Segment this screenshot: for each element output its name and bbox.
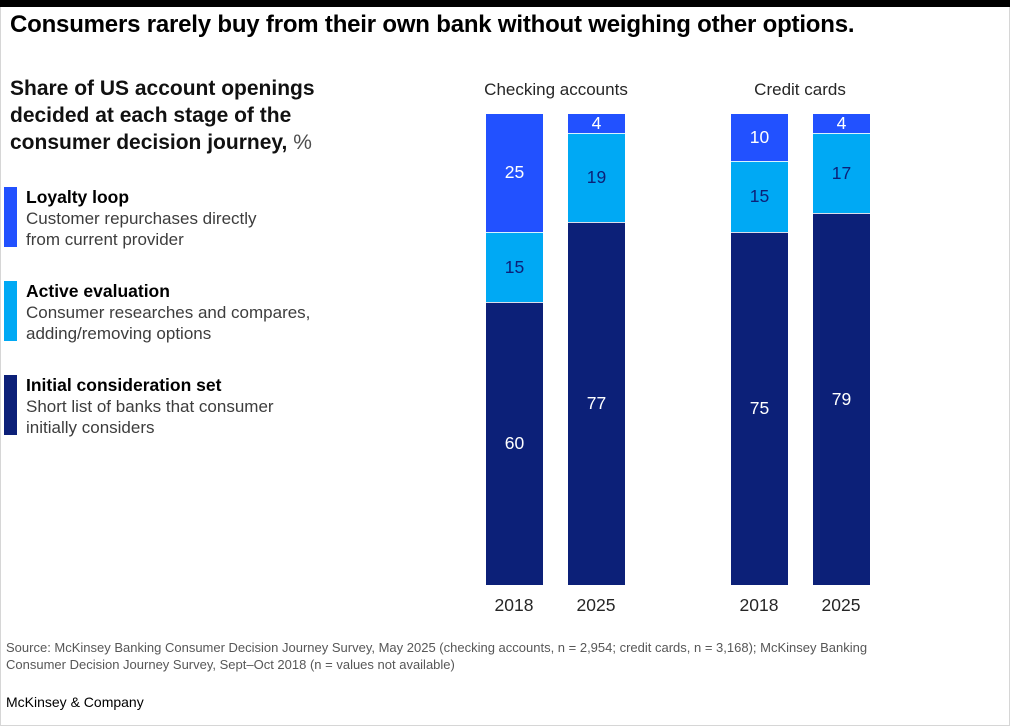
x-axis-label-checking-2018: 2018 <box>494 595 534 615</box>
segment-value-label: 15 <box>504 256 525 277</box>
legend-item-active-evaluation: Active evaluation Consumer researches an… <box>4 281 370 344</box>
bar-segment-active-evaluation: 17 <box>813 132 870 213</box>
mckinsey-wordmark: McKinsey & Company <box>6 694 144 710</box>
bar-segment-active-evaluation: 15 <box>486 231 543 303</box>
legend-swatch-active-evaluation <box>4 281 17 341</box>
bar-segment-initial-consideration-set: 60 <box>486 302 543 585</box>
source-note: Source: McKinsey Banking Consumer Decisi… <box>6 639 966 673</box>
bar-segment-initial-consideration-set: 77 <box>568 222 625 585</box>
subtitle-unit: % <box>293 131 312 154</box>
legend-item-initial-consideration: Initial consideration set Short list of … <box>4 375 370 438</box>
bar-segment-active-evaluation: 15 <box>731 161 788 232</box>
legend-desc-line: from current provider <box>26 230 184 249</box>
legend-desc-line: Short list of banks that consumer <box>26 397 274 416</box>
legend-text: Active evaluation Consumer researches an… <box>26 281 310 344</box>
group-header-checking-accounts: Checking accounts <box>484 80 628 99</box>
x-axis-label-checking-2025: 2025 <box>576 595 616 615</box>
subtitle-line-text: consumer decision journey, <box>10 131 288 154</box>
segment-value-label: 60 <box>504 433 525 454</box>
x-axis-label-credit-2018: 2018 <box>739 595 779 615</box>
segment-value-label: 77 <box>586 393 607 414</box>
legend-desc-line: Customer repurchases directly <box>26 209 257 228</box>
legend-text: Loyalty loop Customer repurchases direct… <box>26 187 257 250</box>
segment-value-label: 4 <box>836 112 847 133</box>
bar-segment-active-evaluation: 19 <box>568 132 625 223</box>
group-header-credit-cards: Credit cards <box>754 80 846 99</box>
legend-swatch-initial-consideration <box>4 375 17 435</box>
legend-item-loyalty-loop: Loyalty loop Customer repurchases direct… <box>4 187 370 250</box>
legend-desc-line: initially considers <box>26 418 155 437</box>
segment-value-label: 15 <box>749 186 770 207</box>
bar-credit-2018: 10 15 75 <box>731 114 788 585</box>
legend-text: Initial consideration set Short list of … <box>26 375 274 438</box>
legend-desc-line: Consumer researches and compares, <box>26 303 311 322</box>
segment-value-label: 25 <box>504 162 525 183</box>
segment-value-label: 75 <box>749 398 770 419</box>
subtitle-line: consumer decision journey, % <box>10 129 370 156</box>
bar-credit-2025: 4 17 79 <box>813 114 870 585</box>
segment-value-label: 79 <box>831 388 852 409</box>
page-title: Consumers rarely buy from their own bank… <box>10 11 855 38</box>
source-line: Consumer Decision Journey Survey, Sept–O… <box>6 657 455 672</box>
bar-segment-loyalty-loop: 25 <box>486 114 543 232</box>
bar-segment-initial-consideration-set: 75 <box>731 231 788 585</box>
bar-checking-2018: 25 15 60 <box>486 114 543 585</box>
legend: Loyalty loop Customer repurchases direct… <box>4 187 370 438</box>
segment-value-label: 19 <box>586 167 607 188</box>
x-axis-label-credit-2025: 2025 <box>821 595 861 615</box>
chart-subtitle: Share of US account openings decided at … <box>10 75 370 156</box>
bar-segment-loyalty-loop: 10 <box>731 114 788 162</box>
legend-title: Initial consideration set <box>26 375 222 395</box>
bar-segment-initial-consideration-set: 79 <box>813 212 870 585</box>
legend-desc-line: adding/removing options <box>26 324 212 343</box>
legend-swatch-loyalty-loop <box>4 187 17 247</box>
segment-value-label: 4 <box>591 112 602 133</box>
segment-value-label: 10 <box>749 126 770 147</box>
subtitle-line: Share of US account openings <box>10 77 315 100</box>
bar-checking-2025: 4 19 77 <box>568 114 625 585</box>
legend-title: Loyalty loop <box>26 187 130 207</box>
subtitle-line: decided at each stage of the <box>10 104 292 127</box>
legend-title: Active evaluation <box>26 281 170 301</box>
source-line: Source: McKinsey Banking Consumer Decisi… <box>6 640 868 655</box>
bar-segment-loyalty-loop: 4 <box>568 114 625 133</box>
left-panel: Share of US account openings decided at … <box>4 75 370 469</box>
segment-value-label: 17 <box>831 162 852 183</box>
top-accent-bar <box>0 0 1010 7</box>
bar-segment-loyalty-loop: 4 <box>813 114 870 133</box>
